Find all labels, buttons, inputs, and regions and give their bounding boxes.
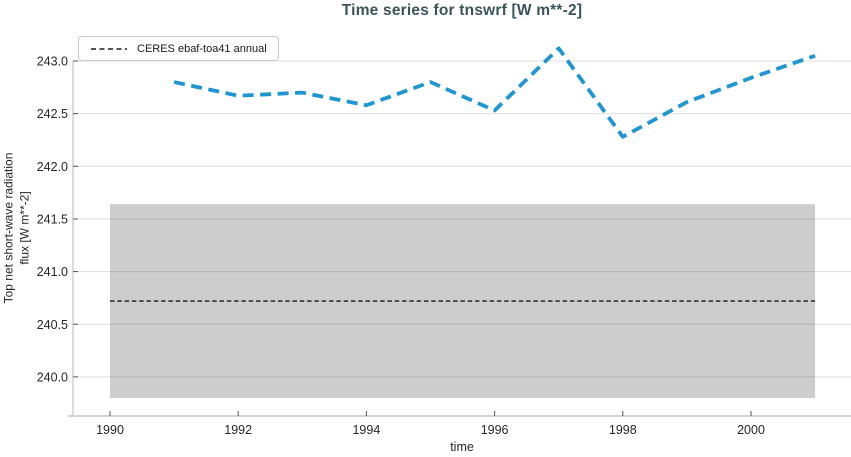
x-tick-label: 1992 (224, 423, 252, 437)
x-tick-label: 1990 (96, 423, 124, 437)
legend-label: CERES ebaf-toa41 annual (137, 42, 267, 55)
x-tick-label: 2000 (737, 423, 765, 437)
y-tick-label: 242.0 (37, 160, 68, 174)
x-tick-label: 1998 (609, 423, 637, 437)
y-tick-label: 240.0 (37, 370, 68, 384)
y-tick-label: 243.0 (37, 55, 68, 69)
y-tick-label: 241.0 (37, 265, 68, 279)
y-tick-label: 242.5 (37, 107, 68, 121)
x-tick-label: 1994 (352, 423, 380, 437)
x-axis-label: time (450, 440, 474, 454)
y-tick-label: 241.5 (37, 212, 68, 226)
x-tick-label: 1996 (481, 423, 509, 437)
chart-title: Time series for tnswrf [W m**-2] (341, 2, 583, 19)
series-line-tnswrf (173, 46, 816, 139)
y-tick-label: 240.5 (37, 318, 68, 332)
dashed-line-icon (91, 47, 127, 50)
legend: CERES ebaf-toa41 annual (78, 36, 279, 61)
